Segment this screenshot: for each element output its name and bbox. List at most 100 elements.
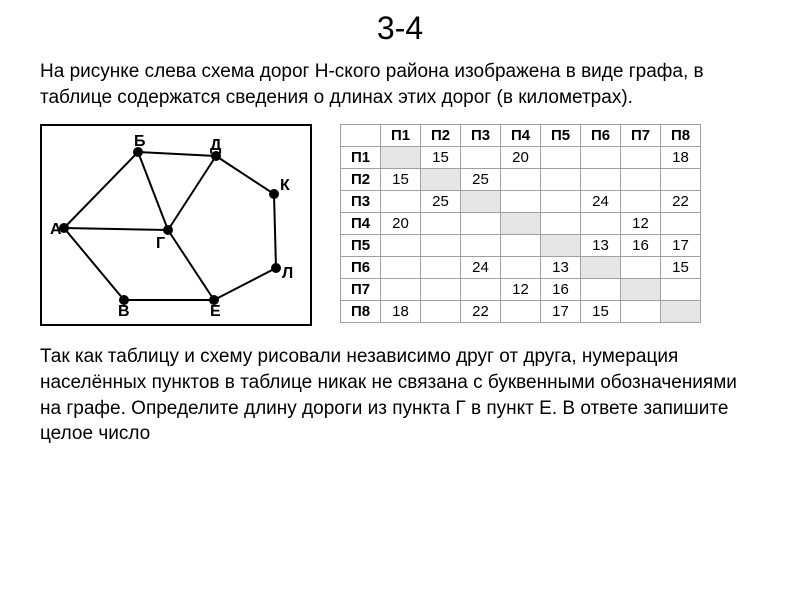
graph-edge (64, 228, 124, 300)
table-cell (501, 235, 541, 257)
table-cell (461, 147, 501, 169)
table-cell (461, 191, 501, 213)
table-cell (581, 169, 621, 191)
table-cell (381, 147, 421, 169)
table-cell: 22 (661, 191, 701, 213)
table-cell (581, 279, 621, 301)
table-cell: 20 (381, 213, 421, 235)
graph-container: А Б В Г Д Е К Л (40, 124, 312, 326)
table-row-header: П8 (341, 301, 381, 323)
table-col-header: П2 (421, 125, 461, 147)
distance-table: П1П2П3П4П5П6П7П8П1152018П21525П3252422П4… (340, 124, 701, 323)
table-cell (381, 191, 421, 213)
table-col-header: П3 (461, 125, 501, 147)
graph-edge (168, 230, 214, 300)
table-cell (621, 169, 661, 191)
table-cell (381, 279, 421, 301)
table-cell (661, 169, 701, 191)
graph-edge (274, 194, 276, 268)
graph-edge (64, 228, 168, 230)
table-cell: 15 (381, 169, 421, 191)
table-col-header: П8 (661, 125, 701, 147)
table-cell (461, 213, 501, 235)
table-cell: 18 (661, 147, 701, 169)
table-cell (581, 257, 621, 279)
graph-edge (216, 156, 274, 194)
table-cell: 12 (621, 213, 661, 235)
table-cell (541, 147, 581, 169)
table-cell (501, 191, 541, 213)
table-cell (541, 169, 581, 191)
table-cell (421, 257, 461, 279)
table-row-header: П3 (341, 191, 381, 213)
graph-node-label: Г (156, 235, 165, 252)
table-cell (621, 191, 661, 213)
table-cell: 16 (621, 235, 661, 257)
table-row-header: П7 (341, 279, 381, 301)
table-cell (461, 235, 501, 257)
table-cell (541, 191, 581, 213)
table-cell (421, 301, 461, 323)
table-cell (581, 213, 621, 235)
outro-text: Так как таблицу и схему рисовали независ… (40, 344, 760, 447)
table-cell: 15 (421, 147, 461, 169)
page-title: 3-4 (40, 10, 760, 47)
graph-node-label: Л (282, 265, 293, 282)
graph-node-label: А (50, 221, 62, 238)
graph-edge (168, 156, 216, 230)
table-cell (501, 213, 541, 235)
graph-edge (64, 152, 138, 228)
table-cell: 17 (661, 235, 701, 257)
graph-node-label: Д (210, 137, 222, 154)
table-cell (661, 279, 701, 301)
graph-edge (214, 268, 276, 300)
table-cell (501, 301, 541, 323)
table-cell (421, 213, 461, 235)
graph-node (271, 263, 281, 273)
graph-node-label: К (280, 177, 290, 194)
table-col-header: П4 (501, 125, 541, 147)
table-col-header: П7 (621, 125, 661, 147)
graph-node-label: В (118, 303, 130, 320)
table-cell (421, 169, 461, 191)
graph-node-label: Б (134, 133, 146, 150)
table-cell (621, 257, 661, 279)
table-cell: 22 (461, 301, 501, 323)
table-cell: 16 (541, 279, 581, 301)
table-row-header: П1 (341, 147, 381, 169)
table-cell (461, 279, 501, 301)
table-cell: 18 (381, 301, 421, 323)
graph-edge (138, 152, 168, 230)
graph-node (269, 189, 279, 199)
table-cell (501, 169, 541, 191)
table-cell (621, 301, 661, 323)
graph-edge (138, 152, 216, 156)
table-row-header: П6 (341, 257, 381, 279)
table-cell: 25 (421, 191, 461, 213)
table-cell (421, 279, 461, 301)
table-cell (501, 257, 541, 279)
table-cell (661, 213, 701, 235)
table-cell: 15 (661, 257, 701, 279)
table-cell: 17 (541, 301, 581, 323)
table-cell (581, 147, 621, 169)
table-row-header: П4 (341, 213, 381, 235)
graph-node-label: Е (210, 303, 221, 320)
table-cell: 12 (501, 279, 541, 301)
table-col-header: П5 (541, 125, 581, 147)
intro-text: На рисунке слева схема дорог Н-ского рай… (40, 59, 760, 110)
table-cell: 24 (581, 191, 621, 213)
content-row: АБВГДЕКЛ П1П2П3П4П5П6П7П8П1152018П21525П… (40, 124, 760, 326)
table-cell: 20 (501, 147, 541, 169)
table-cell: 15 (581, 301, 621, 323)
table-col-header: П6 (581, 125, 621, 147)
table-row-header: П5 (341, 235, 381, 257)
table-cell (661, 301, 701, 323)
table-cell (381, 235, 421, 257)
table-cell (621, 147, 661, 169)
table-cell: 13 (581, 235, 621, 257)
table-cell: 13 (541, 257, 581, 279)
table-cell (421, 235, 461, 257)
table-cell (381, 257, 421, 279)
table-cell (621, 279, 661, 301)
